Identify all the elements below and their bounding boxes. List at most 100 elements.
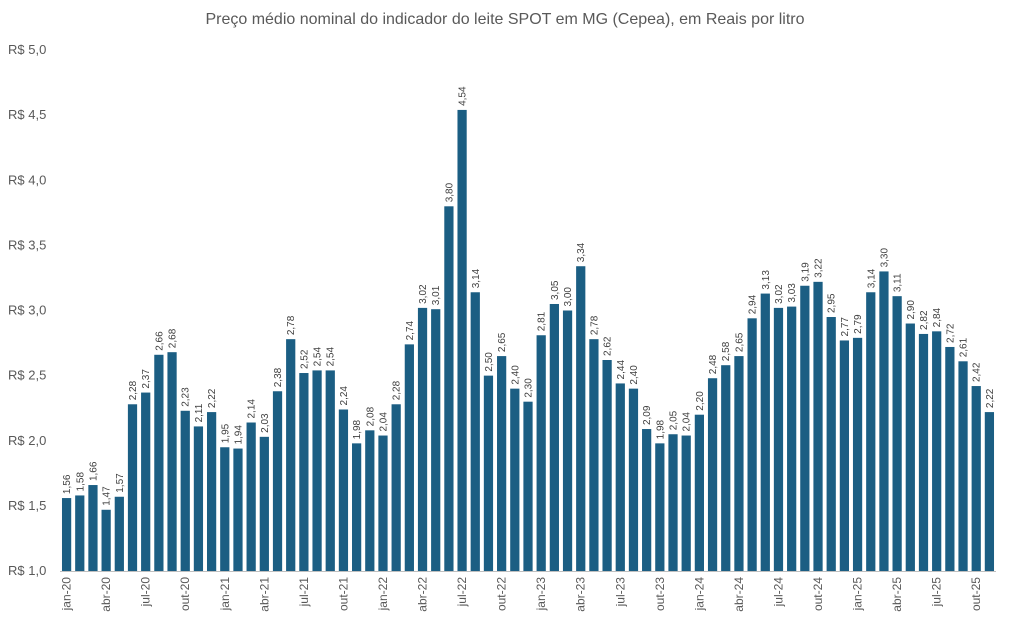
- y-tick-label: R$ 2,0: [8, 433, 46, 448]
- x-tick-label: out-24: [811, 577, 825, 611]
- x-tick-label: out-20: [178, 577, 192, 611]
- bar: [747, 318, 757, 571]
- bar: [628, 388, 639, 571]
- data-label: 1,47: [102, 486, 113, 506]
- bar: [523, 401, 533, 571]
- data-label: 2,65: [497, 332, 508, 352]
- bars: [61, 109, 995, 572]
- bar: [707, 378, 718, 571]
- x-tick-label: jan-21: [218, 577, 232, 612]
- y-tick-label: R$ 1,5: [8, 498, 46, 513]
- data-label: 3,03: [787, 283, 798, 303]
- y-tick-label: R$ 1,0: [8, 563, 46, 578]
- y-tick-label: R$ 4,5: [8, 107, 46, 122]
- data-label: 2,14: [247, 399, 258, 419]
- data-label: 3,14: [471, 268, 482, 288]
- data-label: 3,02: [418, 284, 429, 304]
- bar: [127, 404, 138, 571]
- bar: [154, 354, 164, 571]
- data-label: 2,82: [919, 310, 930, 330]
- data-label: 2,52: [299, 349, 310, 369]
- bar: [444, 206, 454, 572]
- bar: [431, 309, 441, 571]
- bar: [88, 485, 98, 571]
- x-tick-label: jan-23: [534, 577, 548, 612]
- data-label: 2,90: [906, 300, 917, 320]
- data-label: 2,74: [405, 320, 416, 340]
- bar: [180, 410, 190, 571]
- data-label: 2,81: [537, 311, 548, 331]
- x-tick-label: jul-21: [297, 577, 311, 608]
- bar: [167, 352, 177, 571]
- bar: [457, 109, 467, 572]
- bar: [536, 335, 546, 571]
- data-label: 3,30: [879, 248, 890, 268]
- bar: [75, 495, 85, 571]
- bar: [483, 375, 494, 572]
- x-tick-label: jan-20: [60, 577, 74, 612]
- bar: [233, 448, 243, 571]
- data-label: 2,04: [378, 412, 389, 432]
- data-label: 1,98: [352, 419, 363, 439]
- bar: [879, 271, 889, 571]
- y-tick-label: R$ 3,0: [8, 303, 46, 318]
- data-label: 2,22: [207, 388, 218, 408]
- data-labels: 1,56 1,581,661,471,572,282,372,66 2,682,23…: [62, 86, 996, 506]
- bar: [338, 409, 349, 571]
- bar: [101, 509, 111, 571]
- bar: [866, 292, 876, 571]
- bar: [272, 391, 283, 571]
- bar: [984, 412, 995, 571]
- bar: [325, 370, 335, 571]
- bar: [510, 388, 520, 571]
- data-label: 2,78: [589, 315, 600, 335]
- bar: [945, 346, 955, 571]
- data-label: 2,61: [959, 337, 970, 357]
- bar: [497, 356, 507, 571]
- data-label: 2,78: [286, 315, 297, 335]
- bar: [220, 447, 230, 571]
- data-label: 3,02: [774, 284, 785, 304]
- x-tick-label: out-25: [969, 577, 983, 611]
- data-label: 3,11: [893, 273, 904, 292]
- bar: [312, 370, 322, 571]
- data-label: 2,95: [827, 293, 838, 313]
- data-label: 2,68: [168, 328, 179, 348]
- bar: [681, 435, 691, 571]
- data-label: 3,13: [761, 270, 772, 290]
- data-label: 2,79: [853, 314, 864, 334]
- data-label: 2,23: [181, 387, 192, 407]
- data-label: 2,72: [945, 323, 956, 343]
- bar: [905, 323, 915, 571]
- data-label: 2,08: [365, 406, 376, 426]
- data-label: 3,34: [576, 242, 587, 262]
- bar: [549, 303, 559, 571]
- bar: [141, 392, 151, 571]
- data-label: 2,30: [524, 378, 535, 398]
- data-label: 2,48: [708, 354, 719, 374]
- y-tick-label: R$ 2,5: [8, 368, 46, 383]
- chart-title: Preço médio nominal do indicador do leit…: [205, 11, 804, 28]
- y-tick-label: R$ 5,0: [8, 42, 46, 57]
- data-label: 2,28: [128, 380, 139, 400]
- x-tick-label: abr-25: [890, 577, 904, 612]
- data-label: 2,04: [682, 412, 693, 432]
- x-tick-label: jul-20: [139, 577, 153, 608]
- bar: [391, 404, 401, 571]
- bar: [470, 292, 480, 571]
- bar: [734, 356, 744, 571]
- data-label: 2,28: [392, 380, 403, 400]
- data-label: 2,44: [616, 360, 627, 380]
- bar: [589, 339, 599, 571]
- bar: [813, 281, 823, 571]
- bar: [259, 436, 269, 571]
- data-label: 1,66: [88, 461, 99, 481]
- x-tick-label: jul-23: [613, 577, 627, 608]
- bar: [932, 331, 942, 571]
- bar: [787, 306, 797, 571]
- bar: [378, 435, 388, 571]
- y-tick-label: R$ 4,0: [8, 172, 46, 187]
- bar: [365, 430, 375, 571]
- data-label: 2,50: [484, 352, 495, 372]
